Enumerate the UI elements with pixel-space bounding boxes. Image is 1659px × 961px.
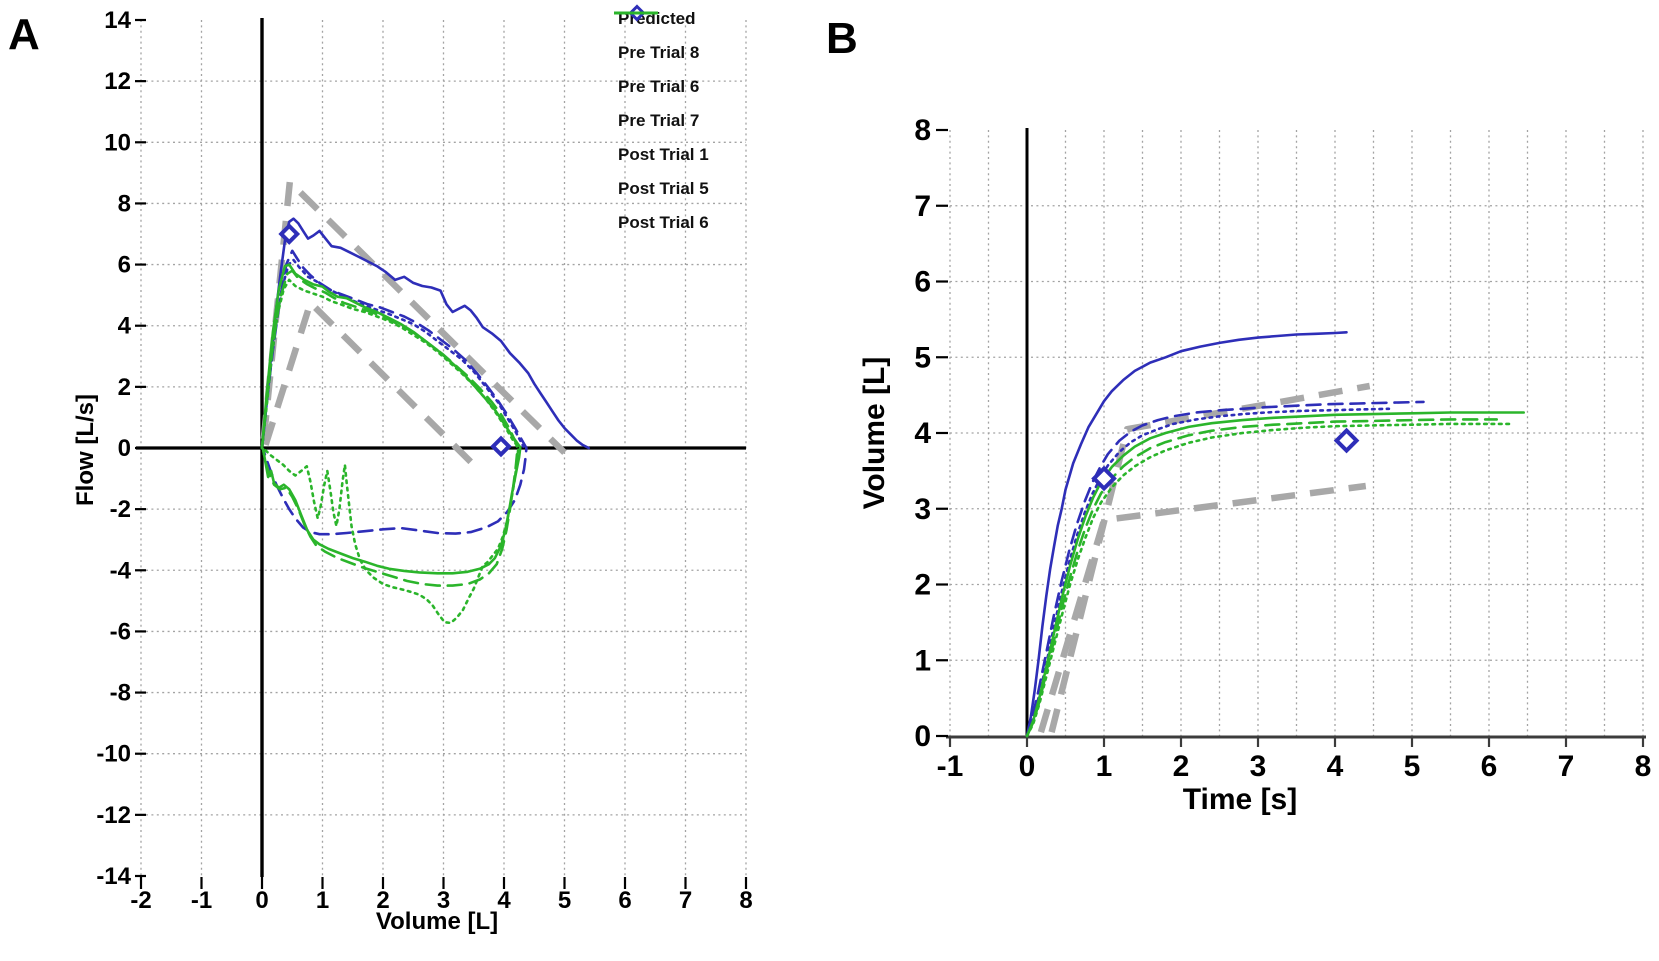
predicted-marker xyxy=(490,435,512,458)
y-tick-label: -8 xyxy=(110,680,131,707)
legend-item-pre-trial-8: Pre Trial 8 xyxy=(610,11,709,70)
y-tick-label: -14 xyxy=(96,863,131,890)
y-tick-label: 8 xyxy=(118,190,131,217)
y-tick-label: 5 xyxy=(914,341,931,374)
series-path-pre-trial-7 xyxy=(1025,407,1391,738)
series-path-post-trial-1 xyxy=(1025,411,1525,738)
y-tick-label: 14 xyxy=(104,7,131,34)
series-path-pre-trial-8 xyxy=(1025,331,1348,738)
legend-label: Post Trial 6 xyxy=(618,213,709,232)
legend-item-post-trial-6: Post Trial 6 xyxy=(610,11,709,240)
series-path-post-trial-6 xyxy=(1025,422,1514,738)
x-tick-label: -2 xyxy=(130,887,151,914)
legend-label: Post Trial 5 xyxy=(618,179,709,198)
panel-a-x-axis-title: Volume [L] xyxy=(375,908,499,935)
y-tick-label: 1 xyxy=(914,644,931,677)
x-tick-label: 7 xyxy=(679,887,692,914)
x-tick-label: 1 xyxy=(316,887,329,914)
x-tick-label: -1 xyxy=(937,750,964,783)
panel-b-label: B xyxy=(826,14,858,63)
x-tick-label: 3 xyxy=(437,887,450,914)
x-tick-label: 4 xyxy=(497,887,511,914)
x-tick-label: 0 xyxy=(255,887,268,914)
y-tick-label: 7 xyxy=(914,190,931,223)
series-path-pre-trial-6 xyxy=(260,249,528,536)
y-tick-label: 8 xyxy=(914,114,931,147)
legend: Predicted Pre Trial 8 Pre Trial 6 Pre Trial… xyxy=(610,2,709,240)
y-tick-label: 0 xyxy=(914,720,931,753)
y-tick-label: 6 xyxy=(914,266,931,299)
x-tick-label: -1 xyxy=(191,887,212,914)
y-tick-label: 2 xyxy=(118,374,131,401)
series-path-predicted-envelope-lower xyxy=(262,299,473,465)
legend-item-pre-trial-7: Pre Trial 7 xyxy=(610,11,709,138)
y-tick-label: 3 xyxy=(914,493,931,526)
y-tick-label: -12 xyxy=(96,802,131,829)
x-tick-label: 6 xyxy=(618,887,631,914)
predicted-marker xyxy=(1091,465,1117,492)
panel-a-y-axis-title: Flow [L/s] xyxy=(72,394,99,506)
x-tick-label: 4 xyxy=(1327,750,1344,783)
panel-a-label: A xyxy=(8,10,40,59)
series-path-post-trial-5 xyxy=(1025,418,1498,738)
x-tick-label: 3 xyxy=(1250,750,1267,783)
y-tick-label: -6 xyxy=(110,618,131,645)
y-tick-label: -10 xyxy=(96,741,131,768)
x-tick-label: 5 xyxy=(558,887,571,914)
x-tick-label: 2 xyxy=(1173,750,1190,783)
legend-dotted-line-icon xyxy=(614,11,658,15)
series-path-predicted-curve-lower xyxy=(1037,482,1367,734)
series-path-pre-trial-6 xyxy=(1025,400,1425,738)
predicted-marker xyxy=(278,223,301,245)
y-tick-label: -4 xyxy=(110,557,132,584)
x-tick-label: 8 xyxy=(1635,750,1652,783)
x-tick-label: 1 xyxy=(1096,750,1113,783)
x-tick-label: 2 xyxy=(376,887,389,914)
x-tick-label: 0 xyxy=(1019,750,1036,783)
series-path-predicted-curve-upper xyxy=(1048,382,1371,733)
legend-item-post-trial-1: Post Trial 1 xyxy=(610,11,709,172)
series-path-pre-trial-7 xyxy=(260,258,525,450)
legend-label: Pre Trial 8 xyxy=(618,43,700,62)
panel-b-x-axis-title: Time [s] xyxy=(1182,783,1298,816)
y-tick-label: 4 xyxy=(118,313,132,340)
legend-label: Pre Trial 6 xyxy=(618,77,700,96)
x-tick-label: 5 xyxy=(1404,750,1421,783)
predicted-marker xyxy=(1333,427,1360,454)
x-tick-label: 8 xyxy=(739,887,752,914)
panel-b-y-axis-title: Volume [L] xyxy=(858,356,891,510)
y-tick-label: 10 xyxy=(104,129,131,156)
legend-item-pre-trial-6: Pre Trial 6 xyxy=(610,11,709,104)
x-tick-label: 6 xyxy=(1481,750,1498,783)
legend-label: Pre Trial 7 xyxy=(618,111,700,130)
y-tick-label: 6 xyxy=(118,252,131,279)
legend-item-post-trial-5: Post Trial 5 xyxy=(610,11,709,206)
y-tick-label: 12 xyxy=(104,68,131,95)
legend-label: Post Trial 1 xyxy=(618,145,709,164)
y-tick-label: 2 xyxy=(914,569,931,602)
y-tick-label: 0 xyxy=(118,435,131,462)
y-tick-label: -2 xyxy=(110,496,131,523)
x-tick-label: 7 xyxy=(1558,750,1575,783)
y-tick-label: 4 xyxy=(914,417,931,450)
series-path-post-trial-6 xyxy=(260,278,520,625)
series-path-pre-trial-8 xyxy=(260,217,590,450)
